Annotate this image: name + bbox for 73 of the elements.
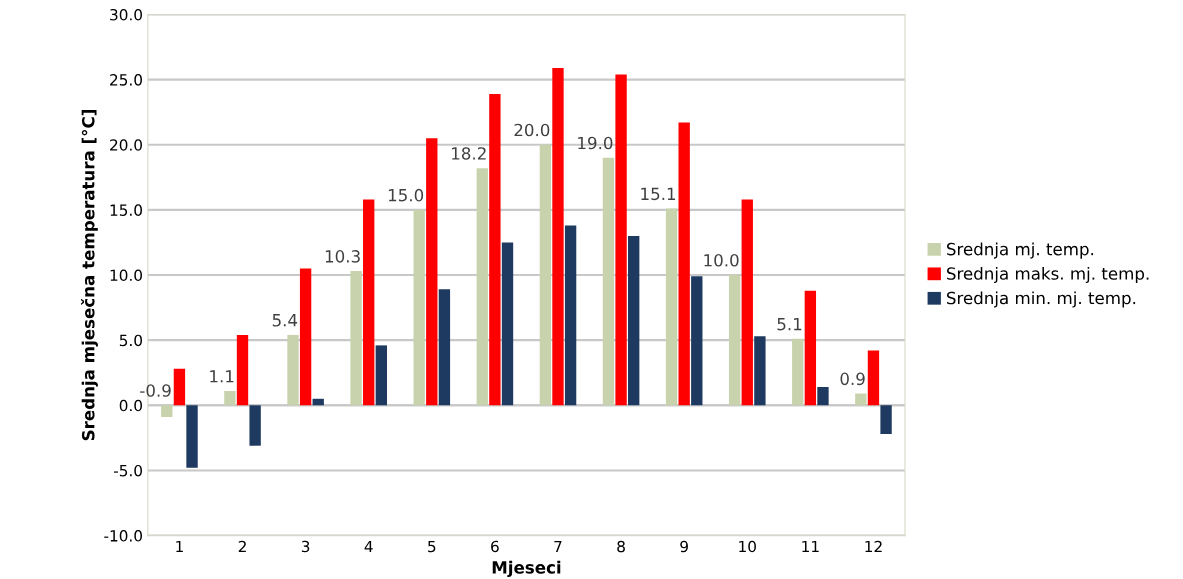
- y-tick-label: 20.0: [110, 139, 142, 151]
- bar: [413, 209, 425, 406]
- x-tick-label: 8: [617, 540, 625, 553]
- bar: [539, 144, 552, 406]
- x-tick-label: 10: [739, 540, 756, 553]
- data-label: 10.3: [325, 250, 360, 263]
- bar: [375, 345, 387, 406]
- bar: [741, 199, 753, 406]
- y-tick-label: 0.0: [119, 399, 142, 412]
- data-label: 15.0: [388, 188, 424, 202]
- bar: [678, 122, 690, 406]
- bar: [665, 208, 678, 406]
- bar: [867, 350, 880, 406]
- bar: [224, 390, 236, 406]
- y-tick-label: 25.0: [110, 74, 142, 86]
- y-tick-label: 15.0: [110, 204, 142, 216]
- bar: [249, 405, 261, 446]
- bar: [363, 199, 375, 406]
- bar: [691, 276, 703, 406]
- y-tick-label: -10.0: [104, 530, 142, 542]
- data-label: -0.9: [140, 384, 171, 397]
- bar: [792, 338, 804, 406]
- bar: [754, 336, 766, 406]
- data-label: 18.2: [452, 147, 486, 160]
- y-axis-title: Srednja mjesečna temperatura [°C]: [81, 110, 98, 441]
- x-tick-label: 5: [428, 540, 436, 553]
- bar: [350, 271, 362, 406]
- bar: [299, 268, 312, 406]
- x-axis-title: Mjeseci: [492, 560, 561, 578]
- x-tick-label: 7: [554, 540, 562, 553]
- x-tick-label: 9: [680, 540, 688, 553]
- bar: [628, 235, 640, 406]
- y-tick-label: 5.0: [119, 334, 142, 347]
- data-label: 5.4: [272, 314, 298, 327]
- x-tick-label: 2: [238, 540, 246, 553]
- bar: [186, 405, 198, 468]
- bar: [161, 405, 173, 418]
- x-tick-label: 4: [364, 540, 373, 553]
- bar: [489, 93, 501, 406]
- bar: [438, 289, 451, 406]
- x-tick-label: 3: [301, 540, 310, 553]
- legend-label: Srednja min. mj. temp.: [947, 291, 1136, 308]
- data-label: 15.1: [641, 187, 676, 201]
- data-label: 1.1: [210, 370, 234, 383]
- data-label: 19.0: [578, 136, 613, 150]
- bar: [728, 275, 741, 406]
- bar: [476, 168, 488, 406]
- data-label: 5.1: [777, 318, 802, 331]
- bar: [880, 405, 892, 434]
- bar: [855, 393, 867, 406]
- bar: [501, 242, 514, 406]
- bar: [564, 225, 577, 406]
- y-tick-label: 30.0: [110, 8, 142, 21]
- x-tick-label: 12: [865, 540, 882, 553]
- y-tick-label: -5.0: [113, 464, 142, 477]
- data-label: 20.0: [514, 123, 550, 137]
- bar: [602, 157, 615, 406]
- x-tick-label: 6: [491, 540, 499, 553]
- data-label: 0.9: [840, 372, 865, 386]
- bar: [426, 138, 438, 406]
- bar: [552, 67, 564, 406]
- bar: [287, 334, 299, 406]
- data-label: 10.0: [704, 253, 739, 267]
- bar: [615, 74, 627, 406]
- x-tick-label: 11: [802, 540, 819, 553]
- bar: [236, 334, 249, 406]
- legend-label: Srednja mj. temp.: [947, 242, 1094, 259]
- bar: [173, 368, 186, 406]
- bar: [817, 387, 829, 406]
- x-tick-label: 1: [176, 540, 183, 553]
- bar: [804, 290, 817, 406]
- y-tick-label: 10.0: [110, 269, 142, 282]
- legend-label: Srednja maks. mj. temp.: [947, 266, 1149, 284]
